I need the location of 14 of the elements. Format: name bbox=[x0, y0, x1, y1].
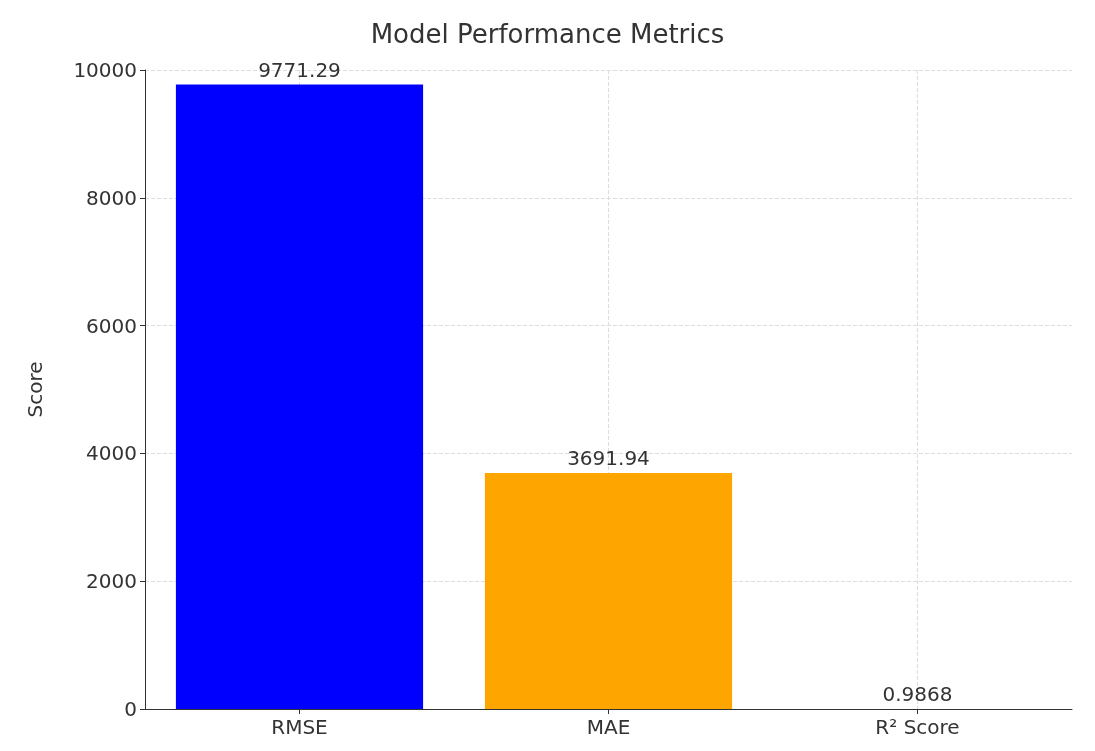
x-tick-label: R² Score bbox=[875, 715, 960, 739]
y-tick-label: 2000 bbox=[86, 569, 137, 594]
data-label: 0.9868 bbox=[882, 681, 953, 706]
y-axis-title: Score bbox=[23, 361, 47, 418]
y-tick-label: 4000 bbox=[86, 441, 137, 466]
y-tick-label: 6000 bbox=[86, 313, 137, 338]
y-tick-label: 0 bbox=[124, 697, 137, 721]
x-tick-label: RMSE bbox=[271, 715, 328, 739]
y-tick-label: 10000 bbox=[73, 58, 137, 82]
y-tick-label: 8000 bbox=[86, 185, 137, 210]
data-label: 3691.94 bbox=[567, 446, 650, 471]
chart-title: Model Performance Metrics bbox=[370, 19, 725, 49]
x-tick-label: MAE bbox=[586, 715, 631, 739]
data-label: 9771.29 bbox=[258, 57, 341, 82]
